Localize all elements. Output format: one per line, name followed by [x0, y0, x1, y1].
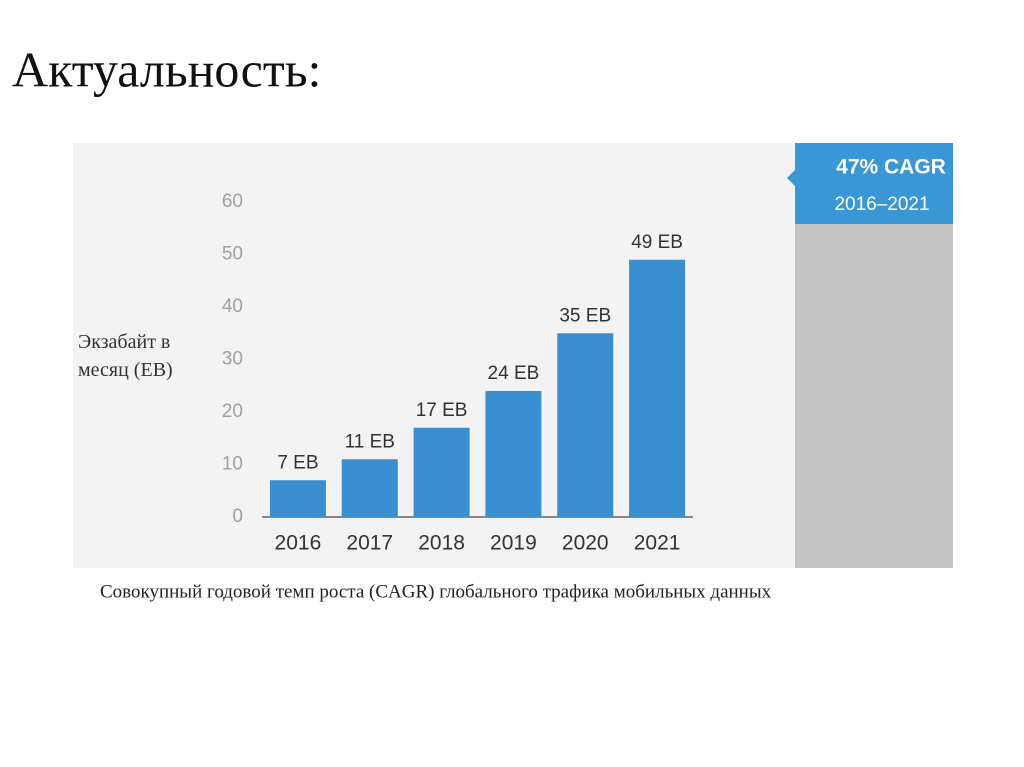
cagr-box	[795, 143, 953, 224]
cagr-label: 47% CAGR	[836, 156, 946, 179]
x-tick-label: 2016	[275, 532, 322, 555]
cagr-pointer	[787, 170, 795, 186]
data-label: 49 EB	[631, 232, 683, 253]
y-tick-label: 20	[222, 401, 243, 422]
caption: Совокупный годовой темп роста (CAGR) гло…	[100, 581, 772, 602]
data-label: 7 EB	[277, 452, 318, 473]
data-label: 11 EB	[345, 431, 395, 452]
bar	[341, 459, 398, 517]
y-tick-label: 30	[222, 349, 243, 370]
y-tick-label: 10	[222, 454, 243, 475]
bar	[485, 391, 542, 517]
y-axis-label: Экзабайт в месяц (EB)	[78, 331, 173, 381]
bar	[557, 333, 614, 517]
x-tick-label: 2017	[346, 532, 393, 555]
y-tick-label: 40	[222, 296, 243, 317]
bar	[413, 427, 470, 517]
y-tick-label: 0	[232, 506, 243, 527]
x-tick-label: 2021	[634, 532, 681, 555]
bar	[269, 480, 326, 517]
y-tick-label: 50	[222, 244, 243, 265]
x-tick-label: 2020	[562, 532, 609, 555]
x-tick-label: 2019	[490, 532, 537, 555]
bar	[629, 259, 686, 517]
data-label: 17 EB	[416, 400, 468, 421]
data-label: 35 EB	[559, 305, 611, 326]
y-tick-label: 60	[222, 191, 243, 212]
cagr-period: 2016–2021	[834, 194, 929, 215]
data-label: 24 EB	[488, 363, 540, 384]
x-tick-label: 2018	[418, 532, 465, 555]
slide-title: Актуальность:	[12, 41, 321, 97]
